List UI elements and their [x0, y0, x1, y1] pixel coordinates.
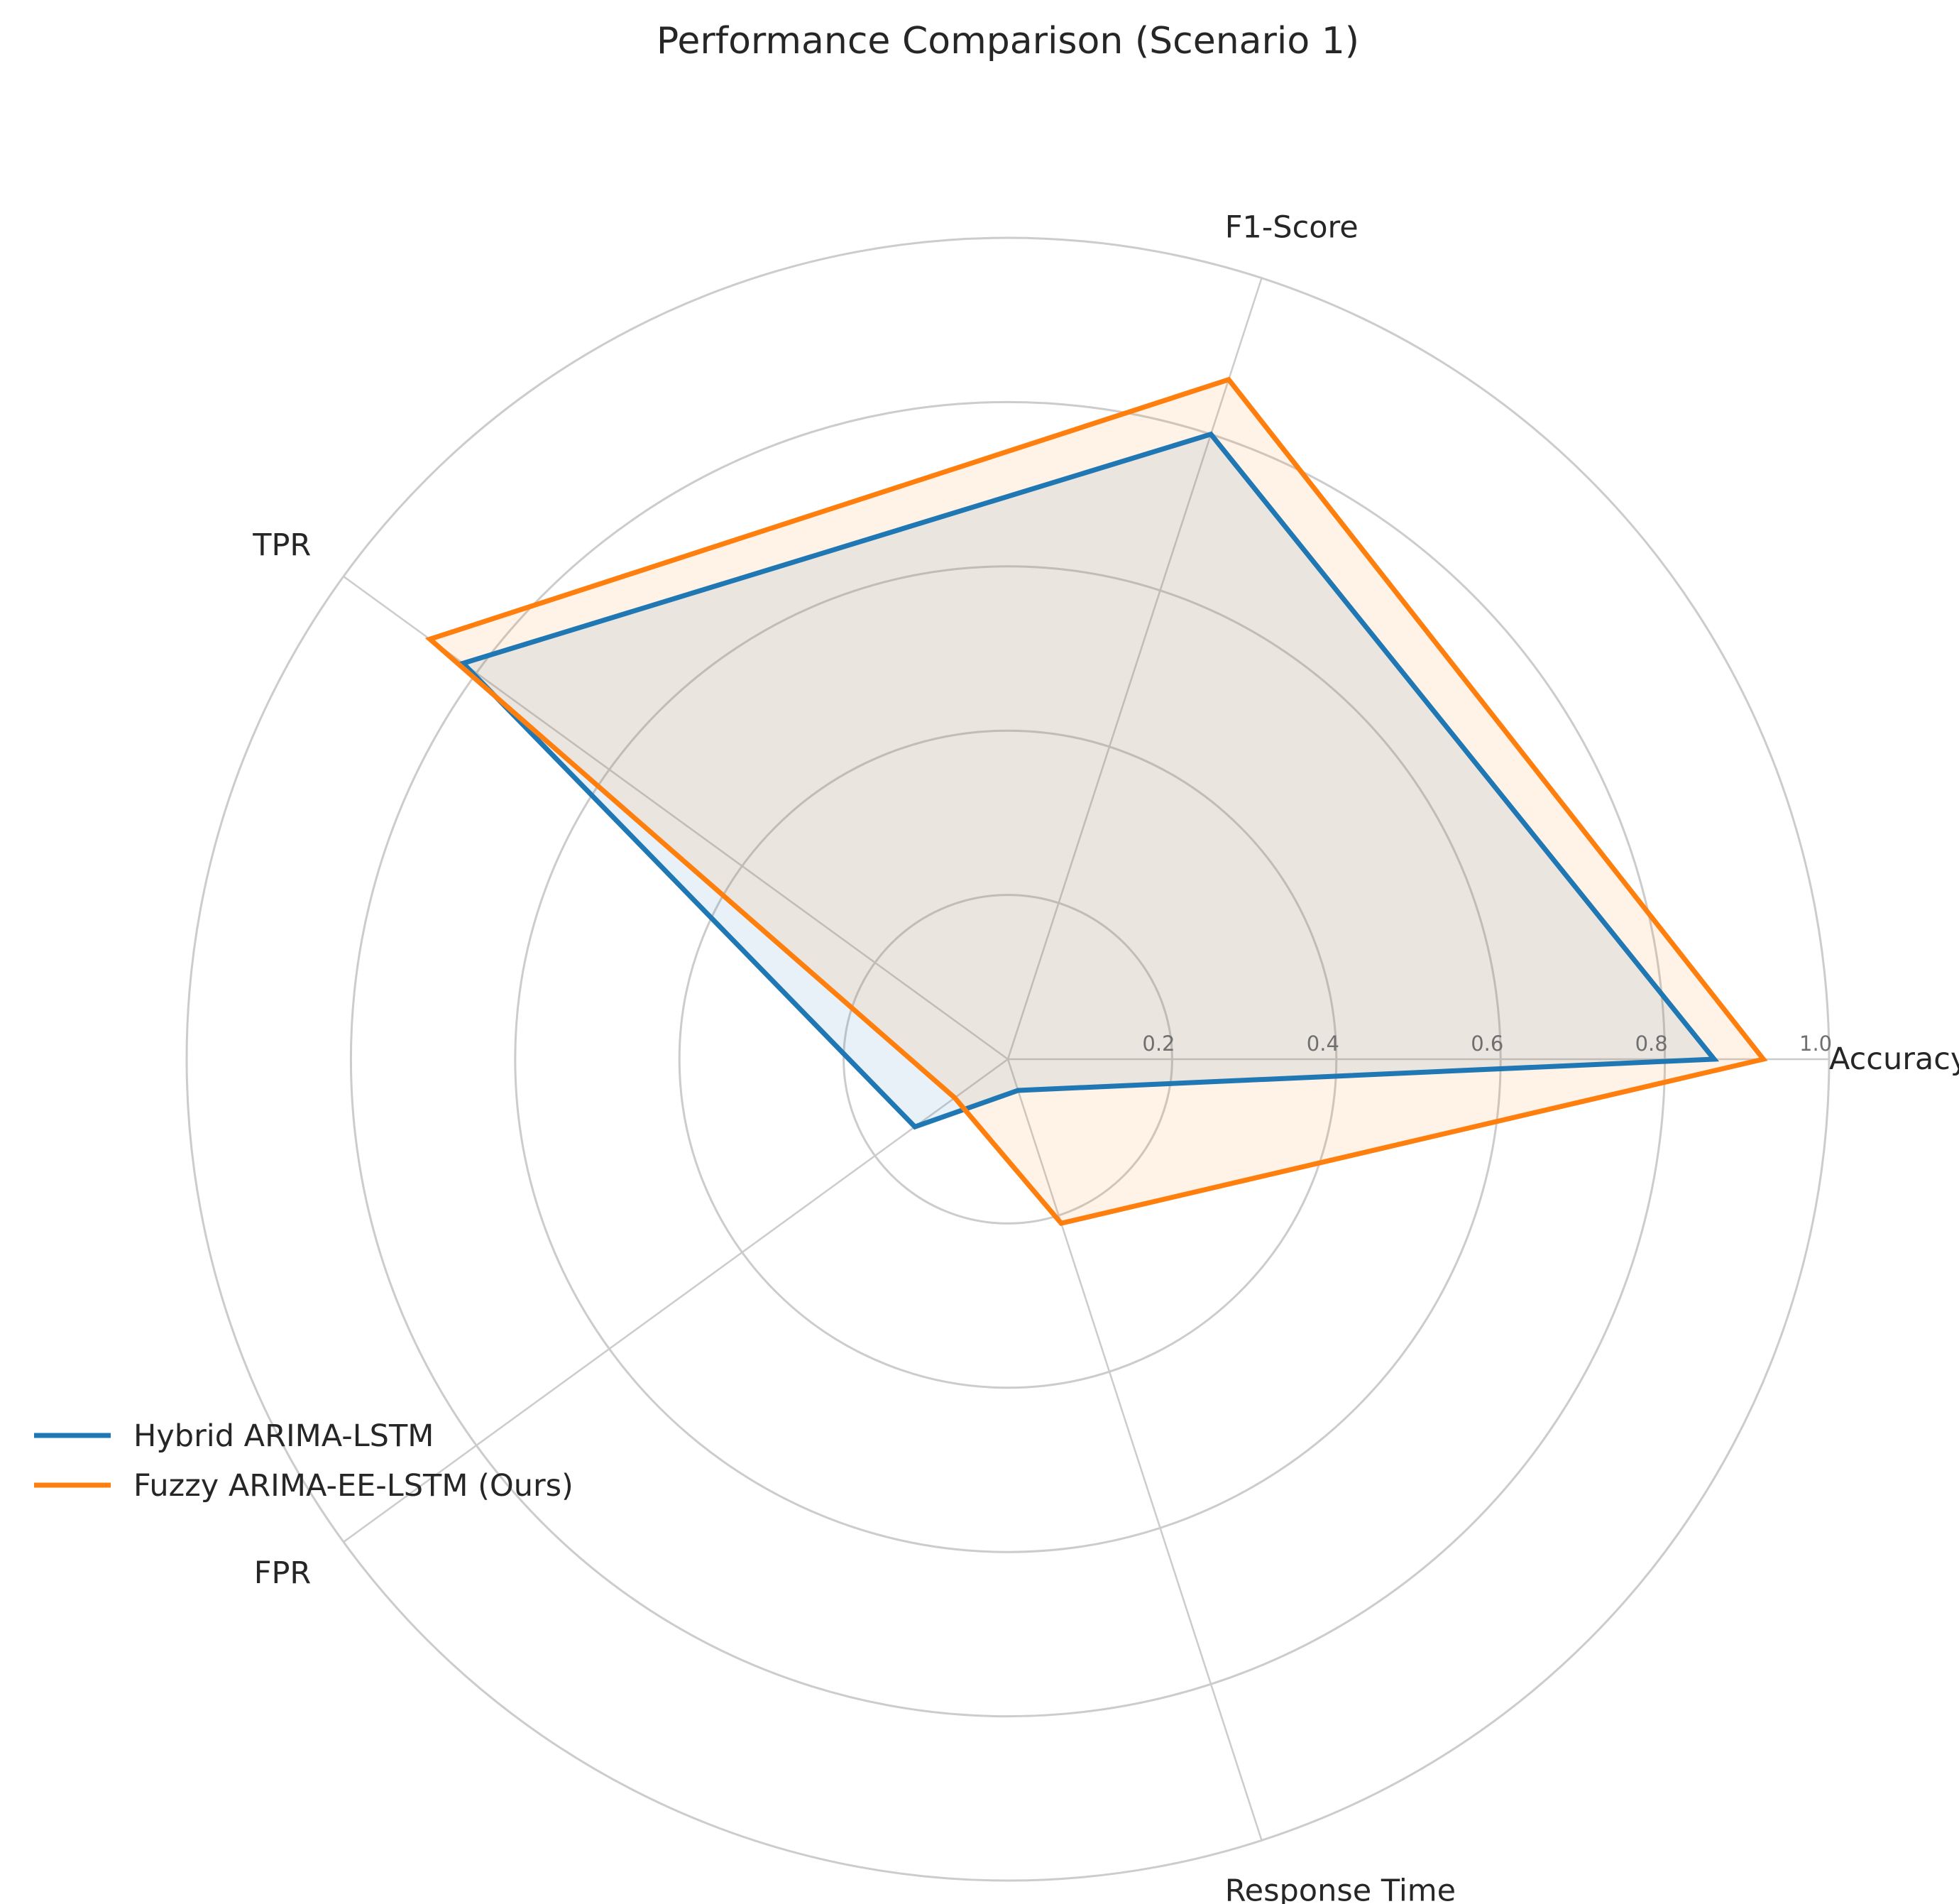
spoke-tpr	[343, 575, 1009, 1061]
axis-label-f1-score: F1-Score	[1225, 209, 1359, 245]
series-line-2	[424, 376, 1768, 1226]
legend-label-2: Fuzzy ARIMA-EE-LSTM (Ours)	[133, 1468, 574, 1504]
spoke-f1-score	[1006, 278, 1263, 1060]
r-tick-label: 0.2	[1142, 1032, 1175, 1056]
legend: Hybrid ARIMA-LSTM Fuzzy ARIMA-EE-LSTM (Ou…	[34, 1418, 574, 1504]
r-tick-label: 0.6	[1471, 1032, 1503, 1056]
r-tick-label: 1.0	[1799, 1032, 1832, 1056]
legend-label-1: Hybrid ARIMA-LSTM	[133, 1418, 434, 1454]
series-fill-1	[463, 434, 1714, 1127]
radar-series	[424, 376, 1768, 1226]
r-tick-label: 0.4	[1307, 1032, 1339, 1056]
chart-title: Performance Comparison (Scenario 1)	[657, 20, 1359, 62]
series-fill-2	[429, 379, 1764, 1224]
r-tick-label: 0.8	[1635, 1032, 1668, 1056]
axis-label-tpr: TPR	[252, 527, 311, 563]
series-line-1	[458, 431, 1720, 1130]
axis-label-fpr: FPR	[254, 1555, 312, 1591]
spoke-fpr	[343, 1058, 1009, 1543]
axis-label-accuracy: Accuracy	[1829, 1041, 1959, 1077]
spoke-response-time	[1006, 1058, 1263, 1841]
axis-label-response-time: Response Time	[1225, 1873, 1456, 1904]
